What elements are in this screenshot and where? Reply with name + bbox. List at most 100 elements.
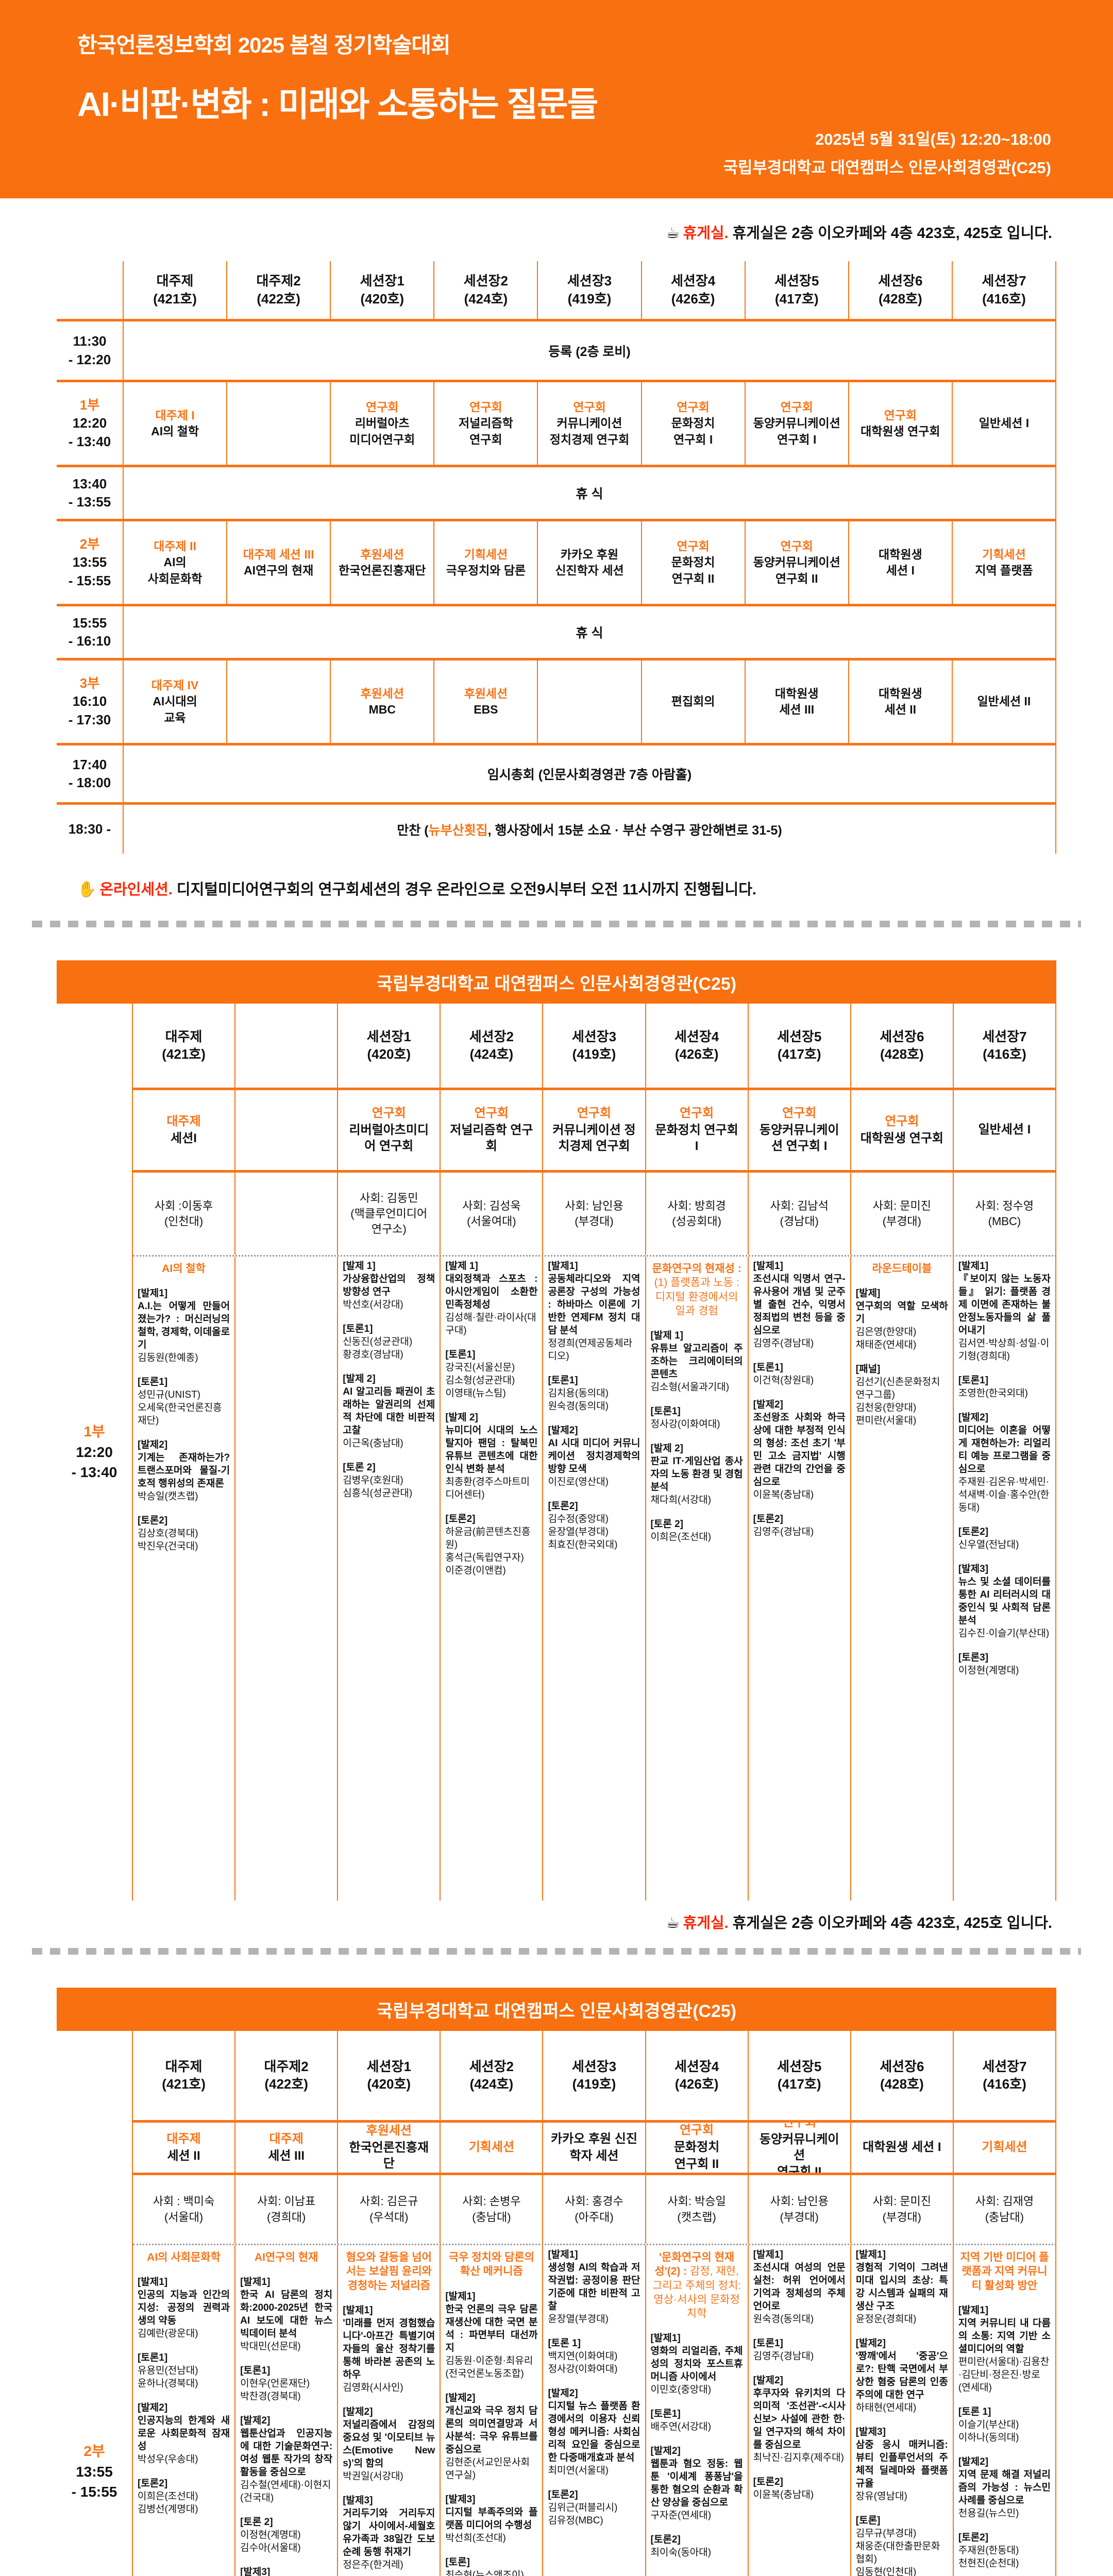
coffee-icon: ☕ — [666, 225, 680, 242]
moderator-name: 사회: 홍경수 — [565, 2195, 623, 2208]
presentation-block: [발제3] 디지털 부족주의와 플랫폼 미디어의 수행성 박선희(조선대) — [445, 2493, 537, 2545]
moderator-row-cell: 사회: 남인용 (부경대) — [542, 1173, 645, 1255]
presentations-row-cell: 극우 정치와 담론의 확산 메커니즘 [발제1] 한국 언론의 극우 담론 재생산에… — [440, 2245, 542, 2576]
presentation-title: 웹툰산업과 인공지능에 대한 기술문화연구: 여성 웹툰 작가의 창작 활동을 … — [240, 2428, 333, 2478]
presenter-name: 김영주(경남대) — [753, 1527, 814, 1537]
moderator-row-cell: 사회: 방희경 (성공회대) — [645, 1173, 748, 1255]
block-label: [발제2] — [343, 2406, 373, 2417]
presentations-row: AI의 사회문화학 [발제1] 인공의 지능과 인간의 지성: 공정의 권력과 생의… — [133, 2245, 1056, 2576]
time-cell: 18:30 - — [57, 805, 123, 854]
session-topic-title: AI의 철학 — [138, 1262, 230, 1276]
text-line: 일반세션 II — [977, 694, 1031, 708]
text-line: 연구회 I — [673, 432, 713, 446]
presenter-name: 이정현(계명대) — [958, 1665, 1019, 1676]
presentation-block: [토론2] 이희은(조선대) 김병선(계명대) — [138, 2477, 230, 2516]
overview-session-cell: 카카오 후원 신진학자 세션 — [537, 521, 640, 604]
detail-table: 1부 12:20- 13:40 대주제 (421호) 세션장1 (420호) 세션장2 (42… — [57, 1004, 1056, 1901]
moderator-name: 사회: 정수영 — [975, 1199, 1034, 1212]
text-line: 세션장2 — [469, 1029, 514, 1045]
presentation-block: [토론2] 김위근(퍼블리시) 김유정(MBC) — [548, 2488, 640, 2527]
presenter-name: 편미란(서울대)·김용찬·김단비·정은진·방로(연세대) — [958, 2356, 1050, 2393]
merged-text: 만찬 (뉴부산횟집, 행사장에서 15분 소요 · 부산 수영구 광안해변로 3… — [397, 820, 782, 839]
presenter-name: 심흥식(성균관대) — [343, 1488, 413, 1499]
block-label: [발제1] — [548, 2249, 578, 2260]
presenter-name: 김은영(한양대) — [855, 1327, 917, 1338]
moderator-row-cell: 사회: 문미진 (부경대) — [850, 1173, 953, 1255]
moderator-row: 사회 : 백미숙 (서울대) 사회: 이남표 (경희대) 사회: 김은규 (우석대) 사회:… — [133, 2175, 1056, 2245]
block-label: [토론 2] — [650, 1519, 684, 1530]
presentation-block: [토론1] 김치용(동의대) 원숙경(동의대) — [548, 1374, 640, 1413]
session-name-row-cell: 대주제 세션 II — [133, 2123, 234, 2173]
presenter-name: 이준경(이앤컴) — [445, 1565, 506, 1576]
time-cell: 13:40 - 13:55 — [57, 467, 123, 519]
text-line: 한국언론진흥재단 — [349, 2141, 429, 2171]
presentation-block: [발제2] 개신교와 극우 정치 담론의 의미연결망과 서사분석: 극우 유튜브를… — [445, 2392, 537, 2482]
session-name-row-cell: 기획세션 — [440, 2123, 542, 2173]
presenter-name: 윤하나(경북대) — [138, 2378, 198, 2389]
presentations-row-cell: 지역 기반 미디어 플랫폼과 지역 커뮤니티 활성화 방안 [발제1] 지역 커뮤니… — [952, 2245, 1056, 2576]
moderator-name: 사회: 남인용 — [565, 1199, 623, 1212]
text-line: 세션장4 — [674, 2059, 719, 2075]
text-line: (424호) — [469, 2076, 514, 2092]
session-topic-title: AI연구의 현재 — [240, 2250, 332, 2264]
text-line: 학자 세션 — [569, 2148, 619, 2163]
session-name-row-cell: 대주제 세션I — [133, 1090, 234, 1170]
topic-title-span: (1) 플랫폼과 노동 : 디지털 환경에서의 일과 경험 — [654, 1277, 739, 1317]
text-line: 연구회 II — [775, 571, 818, 585]
text-line: 후원세션 — [360, 686, 404, 700]
room-header-row-cell: 세션장7 (416호) — [952, 1004, 1056, 1088]
presentation-block: [토론1] 이현우(언론재단) 박찬경(경북대) — [240, 2364, 332, 2403]
text-line: (419호) — [572, 2076, 616, 2092]
text-line: 세션장6 — [880, 2059, 924, 2075]
topic-title-span: AI연구의 현재 — [254, 2251, 318, 2263]
overview-row: 18:30 - 만찬 (뉴부산횟집, 행사장에서 15분 소요 · 부산 수영구 … — [57, 802, 1056, 854]
overview-row: 3부 16:10 - 17:30 대주제 IV AI시대의 교육 후원세션 MBC 후원세션 EB… — [57, 658, 1056, 743]
text-line: 세션장3 — [571, 2059, 617, 2075]
presenter-name: 신동진(성균관대) — [343, 1336, 413, 1347]
text-line: - 18:00 — [68, 775, 111, 790]
text-line: 사회문화학 — [147, 571, 203, 585]
text-line: (421호) — [162, 2076, 206, 2092]
session-name-row: 대주제 세션 II 대주제 세션 III 후원세션 한국언론진흥재단 기획세션 카카오 후원 … — [133, 2123, 1056, 2175]
text-line: 연구회 II — [777, 2165, 822, 2173]
moderator-row-cell: 사회: 김성욱 (서울여대) — [440, 1173, 542, 1255]
text-line: 세션 I — [886, 564, 915, 577]
overview-session-cell: 일반세션 II — [951, 660, 1056, 743]
text-line: 문화정치 — [671, 416, 715, 430]
overview-header-cell: 세션장6 (428호) — [848, 261, 952, 319]
text-line: 11:30 — [73, 333, 107, 349]
overview-session-cell: 대학원생 세션 III — [744, 660, 848, 743]
presenter-name: 채다희(서강대) — [650, 1495, 712, 1506]
moderator-name: 연구소) — [371, 1223, 407, 1236]
presentations-row-cell: 문화연구의 현재성 : (1) 플랫폼과 노동 : 디지털 환경에서의 일과 경… — [645, 1257, 748, 1901]
presentation-title: AI 알고리듬 패권이 초래하는 알권리의 선제적 차단에 대한 비판적 고찰 — [343, 1386, 435, 1436]
room-header-row: 대주제 (421호) 세션장1 (420호) 세션장2 (424호) 세션장3 (419호) 세… — [133, 1004, 1056, 1090]
presentation-block: [발제2] 기계는 존재하는가? 트랜스포머와 물질-기호적 행위성의 존재론 박승… — [138, 1438, 230, 1503]
presentation-block: [발제3]딥페이크에 대한 사회적 대응, 무엇이 먼저인가?: 이용자 인식 … — [240, 2566, 332, 2576]
text-line: 연구회 — [782, 1106, 817, 1121]
overview-session-cell: 연구회 동양커뮤니케이션 연구회 II — [744, 521, 848, 604]
presentation-block: [발제 1] 대외정책과 스포츠 : 아시안게임이 소환한 민족정체성 김성해·칠란… — [445, 1260, 537, 1337]
text-line: (428호) — [880, 1046, 924, 1062]
presenter-name: 하태현(연세대) — [855, 2402, 917, 2413]
overview-header-row: 대주제 (421호) 대주제2 (422호) 세션장1 (420호) 세션장2 (424호) 세… — [57, 261, 1056, 319]
overview-header-cell: 세션장2 (424호) — [433, 261, 537, 319]
presentation-title: 『보이지 않는 노동자들』 읽기: 플랫폼 경제 이면에 존재하는 불안정노동자… — [958, 1274, 1051, 1336]
presentation-block: [발제3] 뉴스 및 소셜 데이터를 통한 AI 리터러시의 대중인식 및 사회적… — [958, 1563, 1051, 1640]
presentation-title: A.I.는 어떻게 만들어졌는가? : 머신러닝의 철학, 경제학, 이데올로기 — [138, 1301, 230, 1351]
overview-header-cell: 세션장3 (419호) — [537, 261, 640, 319]
presentation-title: 경험적 기억이 그려낸 미대 입시의 초상: 특강 시스템과 실패의 재생산 구… — [855, 2262, 948, 2312]
presenter-name: 이건혁(창원대) — [753, 1375, 814, 1386]
presenter-name: 김선기(신촌문화정치연구그룹) — [855, 1377, 940, 1401]
moderator-name: 사회: 김은규 — [360, 2195, 418, 2208]
presenter-name: 박승일(캣츠랩) — [138, 1491, 198, 1502]
presentation-title: 지역 문제 해결 저널리즘의 가능성 : 뉴스민 사례를 중심으로 — [958, 2469, 1051, 2506]
overview-row: 15:55 - 16:10 휴 식 — [57, 604, 1056, 658]
presentation-block: [발제1] 조선시대 여성의 언문 실천: 허위 언어에서 기억과 정체성의 주체… — [753, 2248, 846, 2326]
presenter-name: 김병우(호원대) — [343, 1475, 403, 1486]
conference-date: 2025년 5월 31일(토) 12:20~18:00 — [815, 130, 1051, 148]
text-line: 세션장1 — [366, 2059, 411, 2075]
coffee-icon: ☕ — [666, 1914, 680, 1931]
presentation-title: AI 시대 미디어 커뮤니케이션 정치경제학의 방향 모색 — [548, 1438, 640, 1475]
text-line: 3부 — [79, 675, 100, 691]
